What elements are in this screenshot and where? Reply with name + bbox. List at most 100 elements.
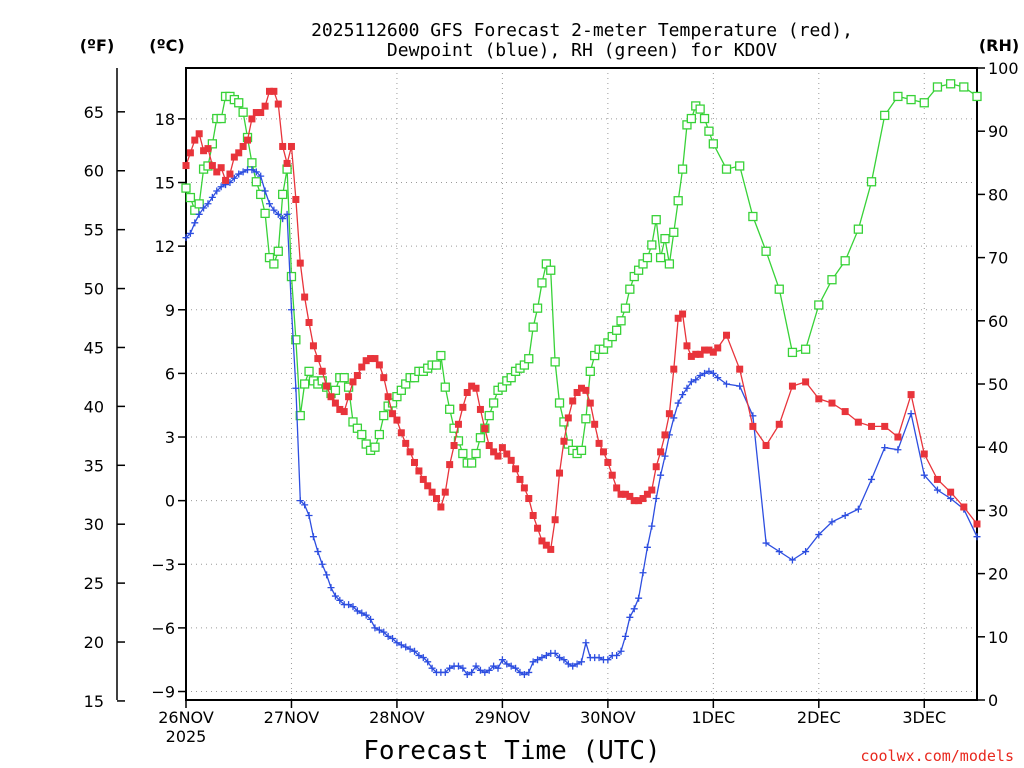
temperature-point [230, 153, 238, 161]
temperature-point [287, 142, 295, 150]
temperature-point [384, 393, 392, 401]
rh-point [238, 107, 248, 117]
dewpoint-point [494, 664, 502, 672]
rh-point [291, 335, 301, 345]
x-tick-label: 1DEC [691, 708, 735, 727]
dewpoint-point [762, 539, 770, 547]
temperature-point [551, 516, 559, 524]
rh-point [370, 442, 380, 452]
dewpoint-point [854, 505, 862, 513]
dewpoint-point [520, 671, 528, 679]
temperature-point [498, 444, 506, 452]
rh-tick-label: 30 [988, 501, 1008, 520]
dewpoint-point [393, 639, 401, 647]
x-tick-label: 26NOV [158, 708, 214, 727]
dewpoint-point [472, 662, 480, 670]
temperature-point [244, 136, 252, 144]
dewpoint-point [424, 658, 432, 666]
temperature-point [428, 488, 436, 496]
fahrenheit-tick-label: 15 [84, 692, 104, 711]
dewpoint-point [345, 601, 353, 609]
axes: −9−6−30369121518152025303540455055606501… [84, 59, 1019, 746]
temperature-point [296, 259, 304, 267]
temperature-point [591, 420, 599, 428]
temperature-point [494, 452, 502, 460]
dewpoint-point [235, 170, 243, 178]
rh-point [581, 414, 591, 424]
dewpoint-point [213, 187, 221, 195]
temperature-point [630, 497, 638, 505]
dewpoint-point [582, 639, 590, 647]
rh-point [339, 373, 349, 383]
temperature-point [560, 437, 568, 445]
dewpoint-point [362, 611, 370, 619]
temperature-point [186, 149, 194, 157]
series-2-meter-temperature [182, 87, 981, 553]
rh-point [735, 161, 745, 171]
temperature-point [393, 416, 401, 424]
temperature-point [626, 492, 634, 500]
temperature-point [762, 442, 770, 450]
temperature-point [450, 442, 458, 450]
dewpoint-point [578, 658, 585, 666]
rh-point [247, 158, 257, 168]
temperature-point [226, 170, 234, 178]
dewpoint-point [525, 668, 533, 676]
temperature-point [696, 350, 704, 358]
temperature-point [397, 429, 405, 437]
dewpoint-point [309, 533, 317, 541]
dewpoint-point [459, 664, 467, 672]
dewpoint-point [296, 497, 304, 505]
dewpoint-point [881, 444, 889, 452]
celsius-tick-label: 0 [165, 492, 175, 511]
rh-point [840, 256, 850, 266]
dewpoint-point [648, 522, 656, 530]
temperature-point [367, 355, 375, 363]
rh-point [625, 284, 635, 294]
temperature-point [182, 162, 190, 170]
rh-point [945, 79, 956, 89]
dewpoint-point [683, 384, 691, 392]
temperature-point [490, 448, 498, 456]
temperature-point [380, 374, 388, 382]
dewpoint-point [788, 556, 796, 564]
rh-point [475, 433, 486, 443]
dewpoint-point [670, 414, 678, 422]
rh-point [466, 458, 477, 468]
temperature-point [195, 130, 203, 138]
rh-point [440, 382, 450, 392]
dewpoint-point [441, 668, 449, 676]
temperature-point [582, 386, 590, 394]
celsius-tick-label: −3 [151, 555, 175, 574]
temperature-point [485, 442, 493, 450]
chart-title-line-1: 2025112600 GFS Forecast 2-meter Temperat… [311, 20, 853, 41]
x-tick-label: 28NOV [369, 708, 425, 727]
temperature-point [564, 414, 572, 422]
temperature-point [516, 475, 524, 483]
temperature-point [419, 475, 427, 483]
temperature-point [235, 149, 243, 157]
temperature-point [534, 524, 542, 532]
temperature-point [191, 136, 199, 144]
series-line [185, 169, 978, 676]
dewpoint-point [828, 518, 836, 526]
rh-point [532, 303, 543, 313]
dewpoint-point [375, 626, 383, 634]
fahrenheit-tick-label: 25 [84, 574, 104, 593]
dewpoint-point [621, 632, 629, 640]
rh-point [304, 366, 314, 377]
temperature-point [828, 399, 836, 407]
temperature-point [661, 431, 669, 439]
temperature-point [635, 497, 643, 505]
temperature-point [854, 418, 862, 426]
rh-point [906, 94, 916, 105]
temperature-point [613, 484, 621, 492]
temperature-point [621, 490, 629, 498]
dewpoint-point [397, 641, 405, 649]
series-rh [181, 79, 982, 468]
rh-tick-label: 80 [988, 185, 1008, 204]
temperature-point [257, 109, 265, 117]
rh-point [576, 445, 587, 456]
rh-point [972, 91, 982, 102]
temperature-point [670, 365, 678, 373]
